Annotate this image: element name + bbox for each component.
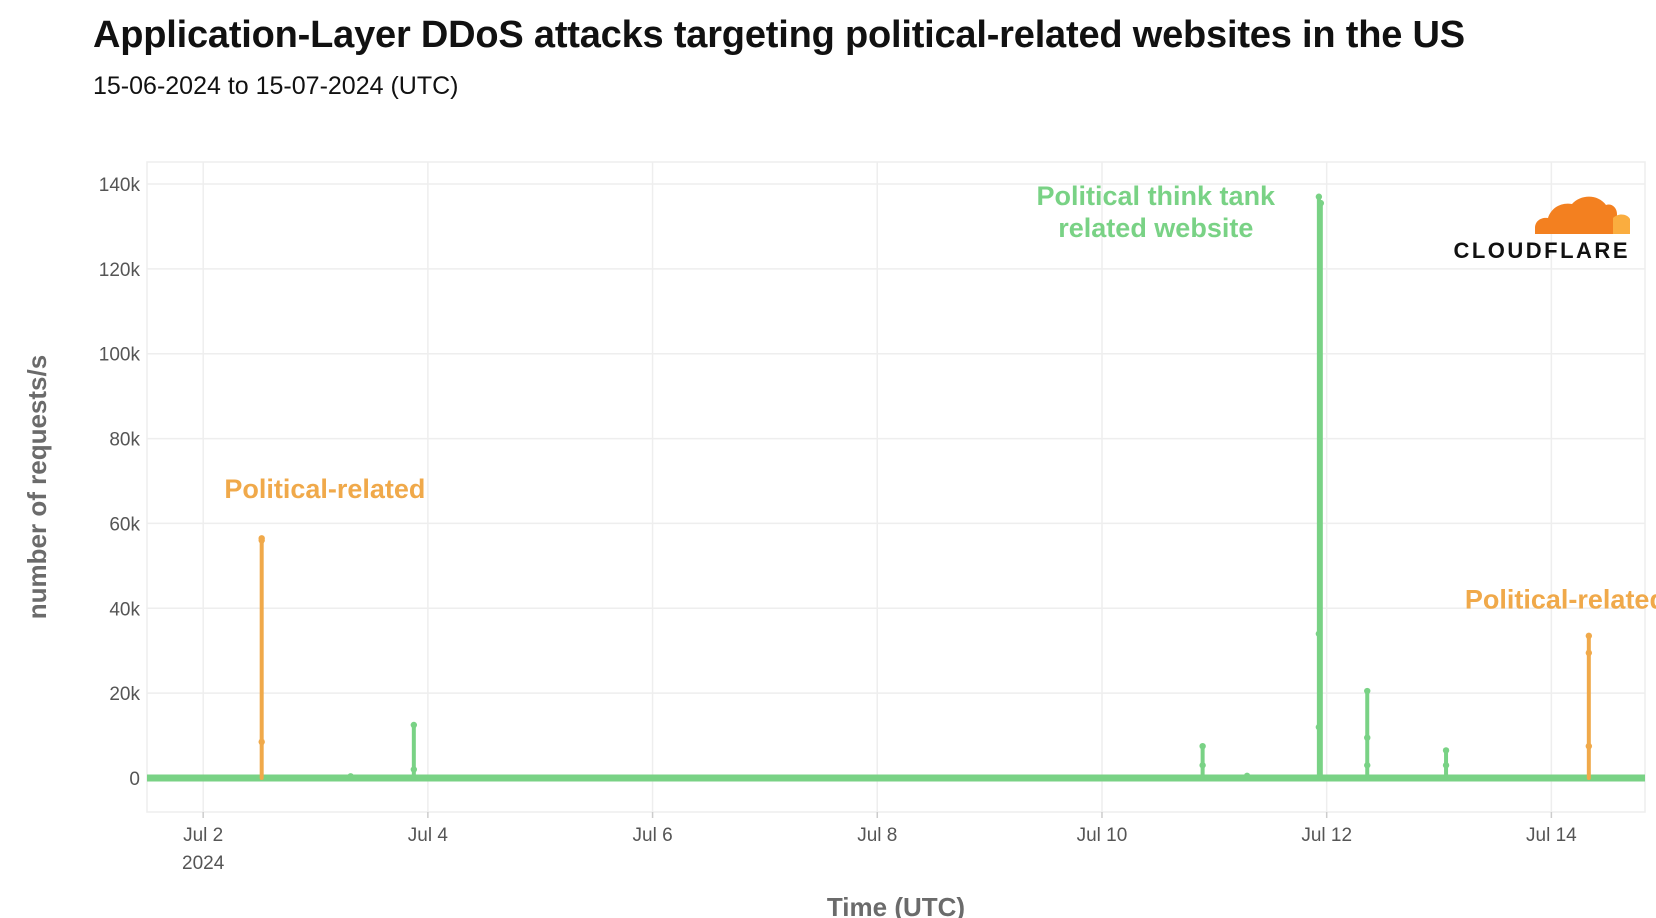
x-gridlines	[202, 162, 1553, 818]
y-tick-labels: 0 20k 40k 60k 80k 100k 120k 140k	[99, 175, 141, 790]
chart-subtitle: 15-06-2024 to 15-07-2024 (UTC)	[93, 72, 459, 100]
y-tick-label: 20k	[109, 684, 140, 705]
cloud-light-shape	[1613, 214, 1636, 234]
data-point	[1199, 742, 1206, 750]
annotation-label: related website	[1058, 213, 1253, 243]
chart-title: Application-Layer DDoS attacks targeting…	[93, 14, 1465, 56]
data-point	[1442, 762, 1450, 769]
data-point	[1317, 199, 1325, 207]
x-tick-labels: Jul 2 2024 Jul 4 Jul 6 Jul 8 Jul 10 Jul 12 Jul …	[182, 825, 1577, 874]
plot-frame	[146, 161, 1646, 813]
y-tick-label: 0	[129, 769, 140, 790]
x-tick-label: Jul 6	[633, 825, 673, 846]
y-tick-label: 100k	[99, 345, 141, 366]
data-point	[1243, 772, 1251, 780]
data-point	[410, 766, 418, 773]
x-tick-sublabel: 2024	[182, 853, 225, 874]
annotation-label: Political think tank	[1037, 181, 1277, 211]
y-tick-label: 120k	[99, 260, 141, 281]
x-tick-label: Jul 14	[1526, 825, 1577, 846]
cloud-icon	[1535, 196, 1636, 234]
y-tick-label: 80k	[109, 430, 140, 451]
y-tick-label: 40k	[109, 599, 140, 620]
data-point	[258, 738, 265, 746]
x-tick-label: Jul 12	[1301, 825, 1352, 846]
data-point	[1442, 747, 1450, 754]
y-axis-title: number of requests/s	[22, 355, 52, 619]
x-tick-label: Jul 8	[857, 825, 897, 846]
data-point	[258, 535, 265, 542]
cloud-main-shape	[1535, 196, 1617, 234]
data-point	[1364, 687, 1371, 695]
data-point	[1315, 193, 1323, 200]
y-tick-label: 140k	[99, 175, 141, 196]
data-point	[1585, 649, 1593, 657]
data-point	[1199, 762, 1206, 769]
x-tick-label: Jul 10	[1077, 825, 1128, 846]
series-marks	[258, 193, 1593, 780]
cloudflare-logo: CLOUDFLARE	[1430, 190, 1636, 270]
data-point	[347, 773, 354, 780]
data-point	[410, 721, 418, 729]
x-tick-label: Jul 4	[408, 825, 449, 846]
annotation-label: Political-related	[224, 474, 425, 504]
annotation-label: Political-related	[1465, 584, 1656, 614]
cloudflare-wordmark: CLOUDFLARE	[1453, 238, 1630, 263]
x-tick-label: Jul 2	[183, 825, 223, 846]
annotations: Political-related Political think tankrel…	[224, 181, 1656, 614]
data-point	[1585, 742, 1593, 750]
x-axis-title: Time (UTC)	[827, 892, 965, 918]
data-point	[1585, 632, 1593, 640]
y-tick-label: 60k	[109, 514, 140, 535]
data-point	[1364, 762, 1371, 769]
data-point	[1364, 734, 1371, 741]
